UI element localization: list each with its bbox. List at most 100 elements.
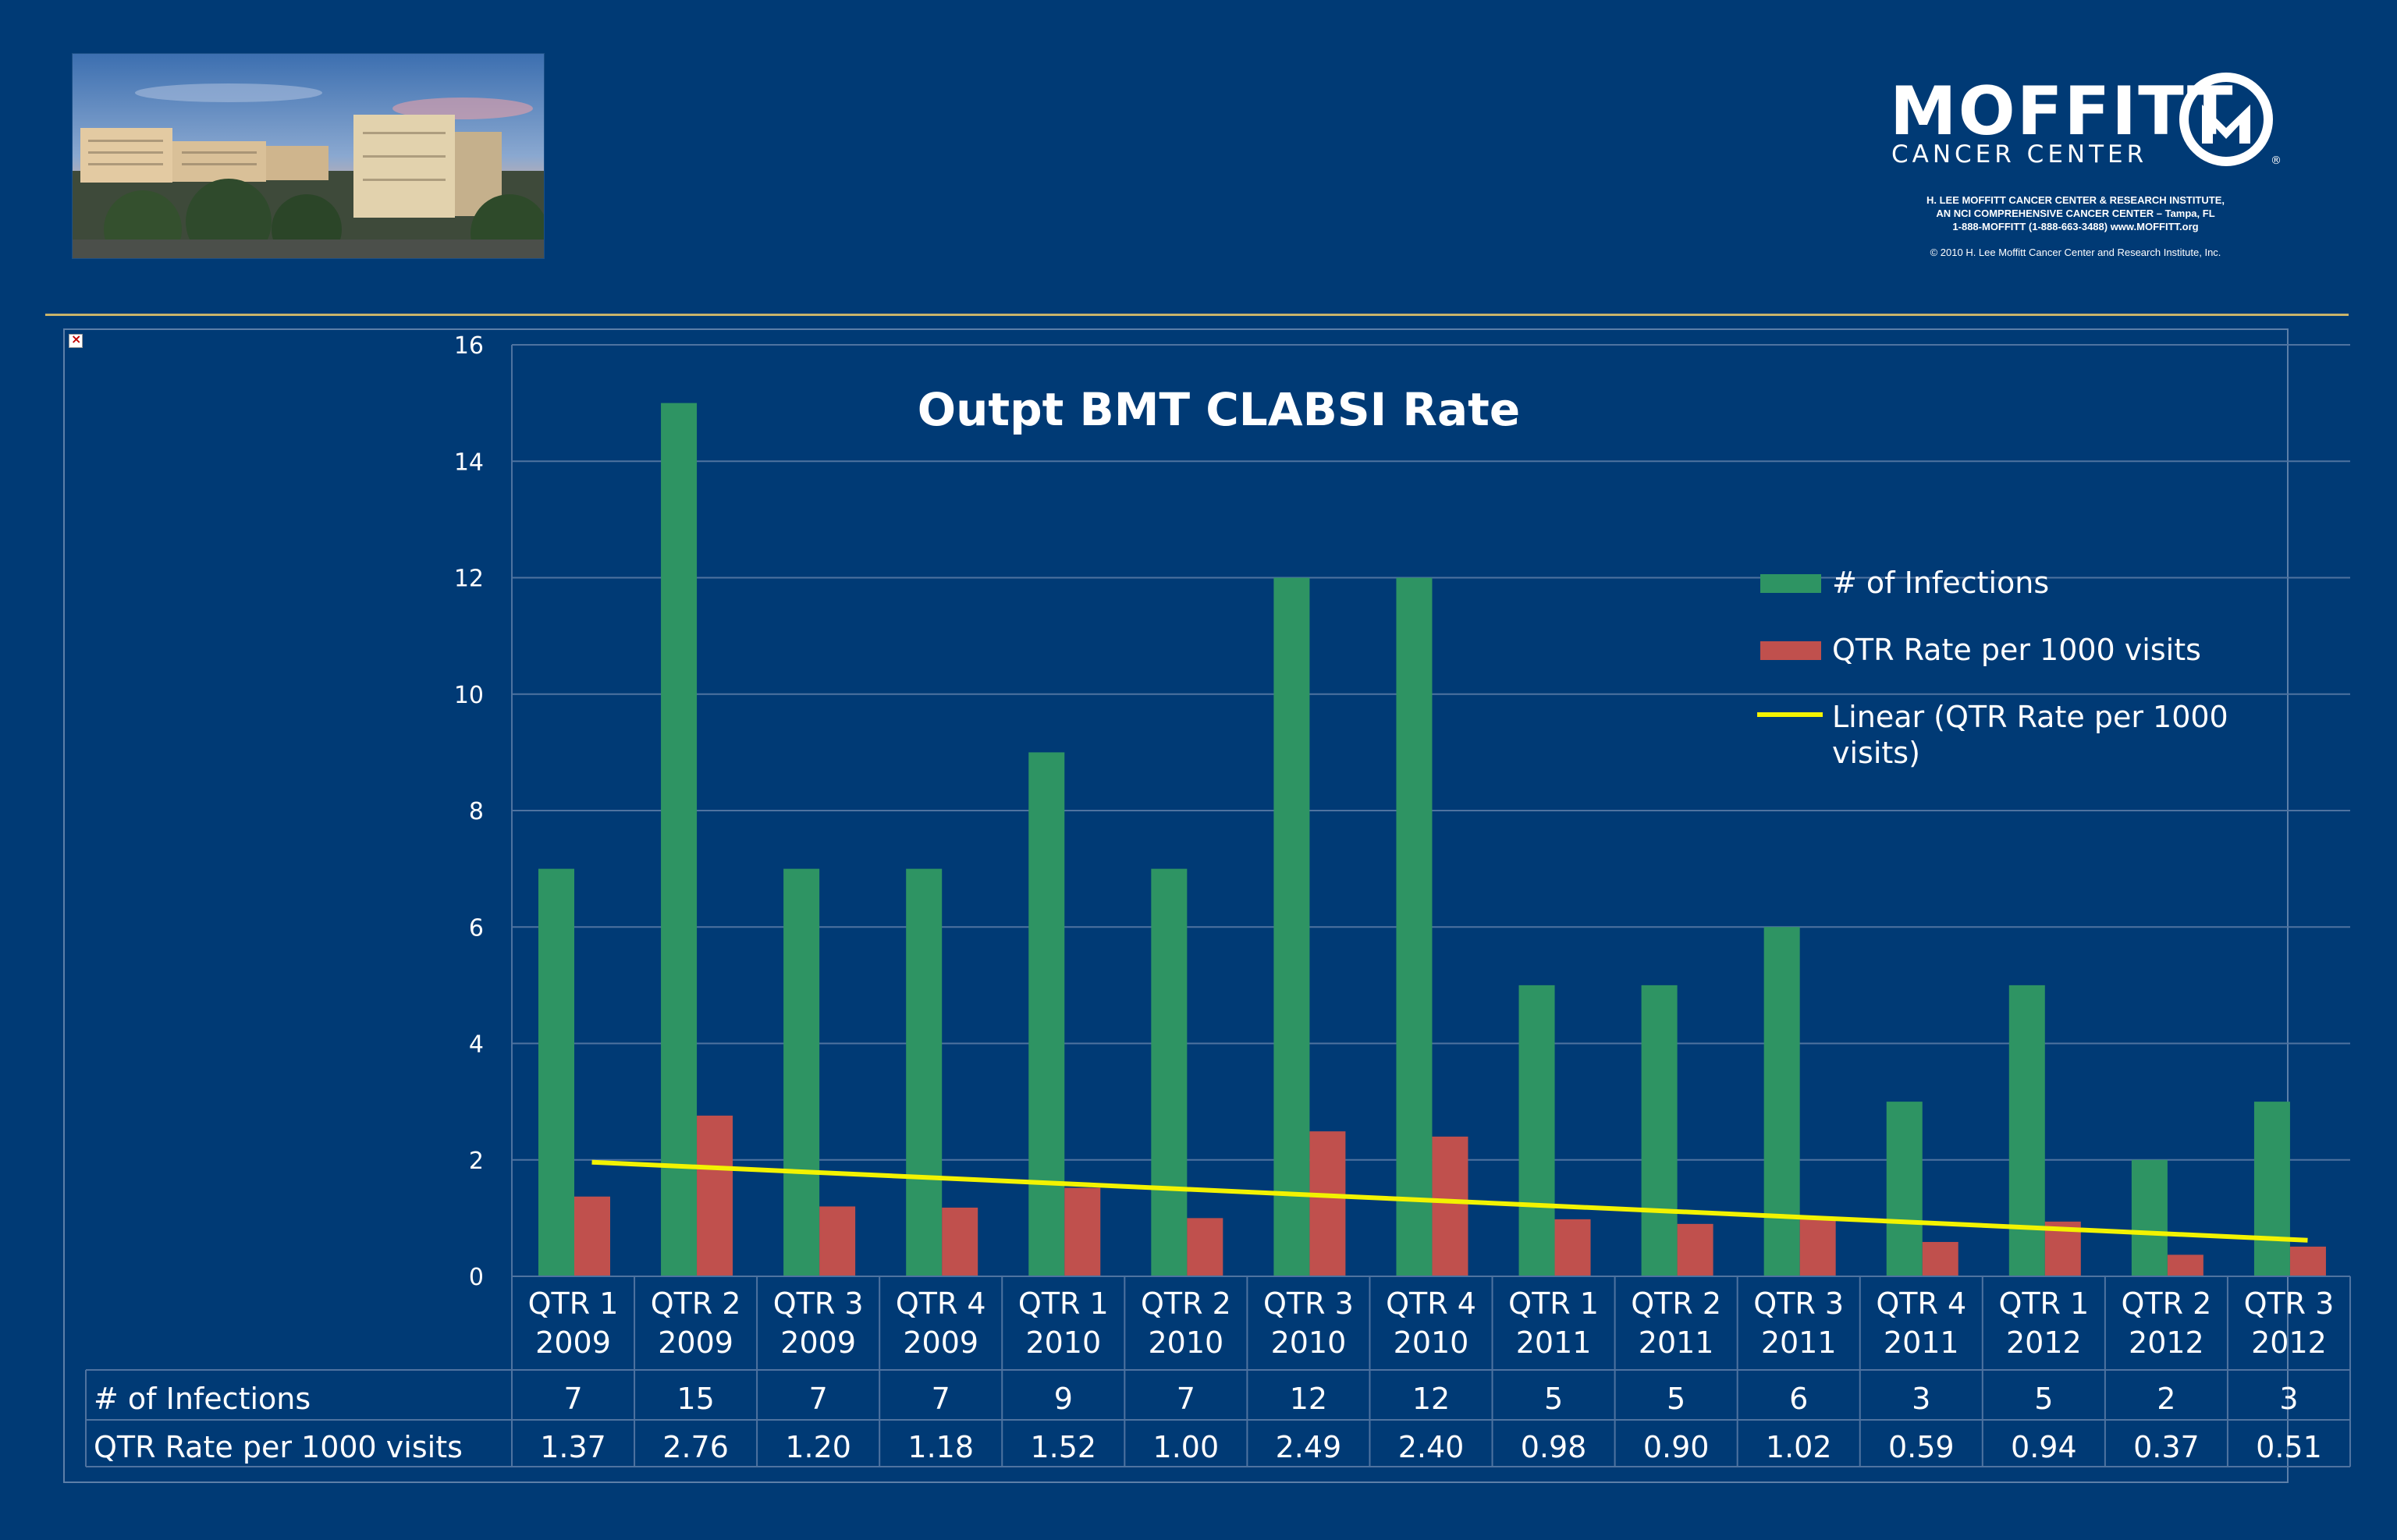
bar-infections	[2008, 985, 2045, 1276]
table-cell: 1.00	[1153, 1430, 1220, 1464]
table-cell: 3	[2279, 1382, 2298, 1416]
bar-rate	[1432, 1136, 1468, 1276]
table-cell: 6	[1789, 1382, 1808, 1416]
bar-rate	[1187, 1218, 1223, 1276]
header-divider	[45, 314, 2349, 316]
table-cell: 15	[676, 1382, 714, 1416]
x-category-label: 2011	[1639, 1325, 1714, 1360]
table-cell: 2.76	[662, 1430, 729, 1464]
bar-rate	[1064, 1187, 1101, 1276]
bar-rate	[942, 1207, 978, 1276]
y-tick-label: 4	[469, 1031, 484, 1059]
table-cell: 7	[1177, 1382, 1195, 1416]
table-cell: 7	[809, 1382, 828, 1416]
bar-infections	[1028, 752, 1065, 1276]
table-cell: 1.52	[1030, 1430, 1096, 1464]
table-cell: 0.90	[1643, 1430, 1710, 1464]
bar-rate	[819, 1206, 856, 1276]
logo-info-text: H. LEE MOFFITT CANCER CENTER & RESEARCH …	[1857, 193, 2294, 233]
x-category-label: QTR 3	[773, 1286, 864, 1321]
table-cell: 2.40	[1398, 1430, 1465, 1464]
table-row-header: # of Infections	[94, 1382, 311, 1416]
x-category-label: QTR 3	[1263, 1286, 1354, 1321]
y-tick-label: 16	[454, 332, 484, 360]
x-category-label: 2010	[1394, 1325, 1469, 1360]
legend-label-rate: QTR Rate per 1000 visits	[1832, 633, 2201, 667]
logo-info-line: 1-888-MOFFITT (1-888-663-3488) www.MOFFI…	[1952, 221, 2199, 232]
bar-rate	[1309, 1131, 1346, 1276]
bar-infections	[1151, 868, 1188, 1276]
bar-infections	[661, 403, 698, 1276]
x-category-label: 2010	[1271, 1325, 1347, 1360]
chart-frame	[63, 328, 2289, 1483]
x-category-label: QTR 2	[651, 1286, 741, 1321]
x-category-label: 2011	[1516, 1325, 1592, 1360]
bar-infections	[1518, 985, 1555, 1276]
moffitt-m-icon	[2179, 73, 2273, 166]
y-tick-label: 10	[454, 682, 484, 709]
table-cell: 1.02	[1766, 1430, 1832, 1464]
y-tick-label: 12	[454, 566, 484, 593]
table-row-header: QTR Rate per 1000 visits	[94, 1430, 463, 1464]
bar-rate	[2289, 1246, 2326, 1276]
table-cell: 0.94	[2011, 1430, 2077, 1464]
x-category-label: QTR 1	[1998, 1286, 2089, 1321]
bar-rate	[697, 1116, 733, 1276]
x-category-label: QTR 3	[1753, 1286, 1844, 1321]
logo-subline: CANCER CENTER	[1891, 140, 2148, 169]
table-cell: 1.37	[540, 1430, 606, 1464]
x-category-label: QTR 2	[2122, 1286, 2212, 1321]
bar-infections	[1641, 985, 1678, 1276]
broken-image-icon	[69, 332, 83, 348]
x-category-label: 2012	[2006, 1325, 2082, 1360]
table-cell: 12	[1412, 1382, 1450, 1416]
x-category-label: 2011	[1761, 1325, 1837, 1360]
bar-infections	[1396, 577, 1433, 1276]
x-category-label: 2010	[1149, 1325, 1224, 1360]
logo-copyright: © 2010 H. Lee Moffitt Cancer Center and …	[1930, 247, 2221, 258]
bar-infections	[538, 868, 574, 1276]
table-cell: 0.59	[1888, 1430, 1955, 1464]
bar-infections	[1886, 1102, 1923, 1276]
x-category-label: QTR 1	[528, 1286, 619, 1321]
bar-infections	[1763, 927, 1800, 1276]
moffitt-logo-block: MOFFITT CANCER CENTER ® H. LEE MOFFITT C…	[1857, 62, 2294, 265]
table-cell: 1.18	[907, 1430, 974, 1464]
x-category-label: QTR 1	[1018, 1286, 1109, 1321]
table-cell: 2	[2157, 1382, 2175, 1416]
bar-rate	[2167, 1254, 2203, 1276]
x-category-label: 2012	[2251, 1325, 2327, 1360]
x-category-label: QTR 4	[1876, 1286, 1966, 1321]
logo-info-line: AN NCI COMPREHENSIVE CANCER CENTER – Tam…	[1936, 208, 2215, 219]
bar-rate	[1799, 1216, 1836, 1276]
y-tick-label: 0	[469, 1264, 484, 1291]
x-category-label: 2012	[2129, 1325, 2204, 1360]
logo-wordmark: MOFFITT	[1890, 73, 2235, 151]
x-category-label: QTR 4	[1386, 1286, 1476, 1321]
trendline	[591, 1159, 2308, 1243]
x-category-label: 2011	[1884, 1325, 1959, 1360]
y-tick-label: 14	[454, 449, 484, 476]
legend-swatch-infections	[1760, 574, 1821, 593]
legend-swatch-rate	[1760, 641, 1821, 660]
bar-rate	[1922, 1241, 1958, 1276]
bar-rate	[574, 1196, 610, 1276]
table-cell: 0.98	[1521, 1430, 1587, 1464]
x-category-label: 2009	[658, 1325, 733, 1360]
registered-mark: ®	[2271, 154, 2282, 167]
y-tick-label: 8	[469, 798, 484, 825]
campus-photo	[72, 53, 545, 259]
bar-infections	[906, 868, 943, 1276]
x-category-label: 2009	[535, 1325, 611, 1360]
x-category-label: QTR 2	[1631, 1286, 1721, 1321]
bar-rate	[1677, 1223, 1713, 1276]
legend-label-trend: Linear (QTR Rate per 1000	[1832, 700, 2228, 734]
table-cell: 0.51	[2256, 1430, 2322, 1464]
x-category-label: QTR 4	[896, 1286, 986, 1321]
table-cell: 5	[1667, 1382, 1685, 1416]
x-category-label: 2010	[1025, 1325, 1101, 1360]
x-category-label: 2009	[903, 1325, 978, 1360]
table-cell: 5	[2034, 1382, 2053, 1416]
legend-label-infections: # of Infections	[1832, 566, 2049, 600]
